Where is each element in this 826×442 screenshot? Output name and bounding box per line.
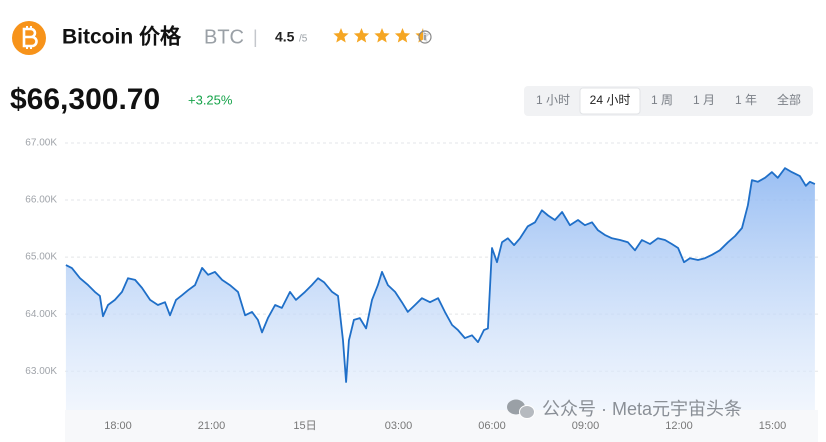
x-tick-label: 21:00 xyxy=(198,420,226,432)
coin-title: Bitcoin 价格 xyxy=(62,25,182,49)
tab[interactable]: 1 周 xyxy=(651,93,673,107)
x-axis-band xyxy=(65,410,818,442)
x-tick-label: 09:00 xyxy=(572,420,600,432)
price-line xyxy=(65,167,816,383)
x-tick-label: 06:00 xyxy=(478,420,506,432)
y-tick-label: 65.00K xyxy=(25,252,57,263)
tab[interactable]: 1 年 xyxy=(735,93,757,107)
y-tick-label: 67.00K xyxy=(25,138,57,149)
tab[interactable]: 全部 xyxy=(777,92,801,107)
price: $66,300.70 xyxy=(10,83,160,116)
price-change: +3.25% xyxy=(188,92,233,107)
watermark: 公众号 · Meta元宇宙头条 xyxy=(542,399,742,419)
watermark-icon xyxy=(507,399,535,419)
tab[interactable]: 1 小时 xyxy=(536,93,570,107)
info-icon[interactable] xyxy=(418,30,432,44)
star xyxy=(333,28,349,43)
x-tick-label: 15日 xyxy=(293,420,316,432)
tab[interactable]: 1 月 xyxy=(693,93,715,107)
tab-selected-bg xyxy=(579,87,641,115)
area-fill xyxy=(65,168,815,410)
plot: 63.00K 64.00K 65.00K 66.00K 67.00K 18:00 21:00… xyxy=(25,138,818,442)
rating-scale: /5 xyxy=(299,34,308,45)
y-tick-label: 66.00K xyxy=(25,195,57,206)
x-tick-label: 15:00 xyxy=(759,420,787,432)
rating: 4.5 xyxy=(275,29,295,45)
x-tick-label: 18:00 xyxy=(104,420,132,432)
tab[interactable]: 24 小时 xyxy=(590,93,631,107)
star xyxy=(353,28,370,43)
star xyxy=(374,28,390,43)
coin-symbol: BTC xyxy=(204,26,244,48)
x-tick-label: 03:00 xyxy=(385,420,413,432)
coin-icon xyxy=(12,21,46,55)
star xyxy=(394,28,411,43)
separator: | xyxy=(253,27,258,47)
x-tick-label: 12:00 xyxy=(665,420,693,432)
y-tick-label: 63.00K xyxy=(25,366,57,377)
tabs: 1 小时 24 小时 1 周 1 月 1 年 全部 xyxy=(536,87,801,115)
y-tick-label: 64.00K xyxy=(25,309,57,320)
